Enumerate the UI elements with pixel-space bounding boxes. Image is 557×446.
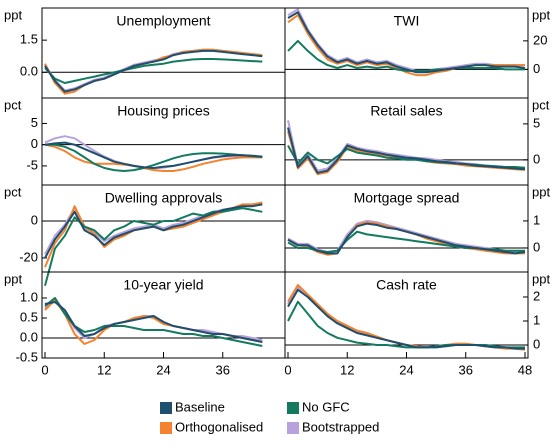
panel-title: Unemployment xyxy=(116,13,210,29)
x-tick-label: 48 xyxy=(518,362,532,377)
legend-label: Baseline xyxy=(175,399,225,414)
series-line xyxy=(44,299,263,345)
y-unit: ppt xyxy=(532,271,550,286)
legend-label: No GFC xyxy=(302,399,350,414)
series-line xyxy=(287,39,525,72)
panel-title: 10-year yield xyxy=(123,277,203,293)
panel-title: Dwelling approvals xyxy=(105,190,223,206)
y-tick-label: 1.5 xyxy=(20,32,38,47)
x-tick-label: 36 xyxy=(459,362,473,377)
panel-title: Cash rate xyxy=(376,277,437,293)
series-line xyxy=(287,286,525,350)
series-line xyxy=(44,203,263,259)
y-tick-label: 0.0 xyxy=(20,329,38,344)
y-tick-label: 0 xyxy=(533,61,540,76)
legend-label: Bootstrapped xyxy=(302,419,379,434)
y-tick-label: 0.0 xyxy=(20,64,38,79)
y-tick-label: 0 xyxy=(31,136,38,151)
legend-swatch xyxy=(160,402,172,414)
x-tick-label: 0 xyxy=(284,362,291,377)
series-line xyxy=(287,222,526,255)
x-tick-label: 0 xyxy=(41,362,48,377)
series-line xyxy=(44,201,263,268)
series-line xyxy=(44,301,263,343)
panel-title: Housing prices xyxy=(117,103,210,119)
series-line xyxy=(44,143,263,172)
series-line xyxy=(287,284,526,351)
x-tick-label: 12 xyxy=(340,362,354,377)
x-tick-label: 36 xyxy=(216,362,230,377)
x-tick-label: 24 xyxy=(156,362,170,377)
panel-title: Mortgage spread xyxy=(354,190,460,206)
y-tick-label: 1.0 xyxy=(20,289,38,304)
panel-title: Retail sales xyxy=(370,103,442,119)
series-line xyxy=(287,130,526,176)
y-unit: ppt xyxy=(532,184,550,199)
series-line xyxy=(44,58,263,84)
x-tick-label: 12 xyxy=(97,362,111,377)
y-unit: pct xyxy=(4,97,22,112)
series-line xyxy=(44,297,263,347)
series-line xyxy=(287,11,526,74)
series-line xyxy=(287,219,526,253)
y-unit: pct xyxy=(4,184,22,199)
y-tick-label: 1 xyxy=(533,312,540,327)
x-tick-label: 24 xyxy=(399,362,413,377)
series-line xyxy=(44,48,263,92)
series-line xyxy=(287,127,526,174)
y-tick-label: -20 xyxy=(19,249,38,264)
y-tick-label: 5 xyxy=(31,115,38,130)
y-tick-label: 5 xyxy=(533,115,540,130)
legend-swatch xyxy=(287,402,299,414)
y-tick-label: -5 xyxy=(26,157,38,172)
y-tick-label: 0 xyxy=(31,212,38,227)
y-unit: ppt xyxy=(4,7,22,22)
series-line xyxy=(44,141,263,169)
series-line xyxy=(287,120,526,172)
y-unit: pct xyxy=(532,97,550,112)
series-line xyxy=(287,288,525,350)
y-tick-label: 0 xyxy=(533,151,540,166)
y-tick-label: -0.5 xyxy=(16,349,38,364)
panel-title: TWI xyxy=(394,13,420,29)
y-tick-label: 2 xyxy=(533,288,540,303)
y-unit: ppt xyxy=(532,7,550,22)
series-line xyxy=(44,49,263,93)
legend-label: Orthogonalised xyxy=(175,419,263,434)
y-tick-label: 20 xyxy=(533,32,547,47)
legend-swatch xyxy=(287,422,299,434)
y-tick-label: 1 xyxy=(533,212,540,227)
series-line xyxy=(287,300,525,349)
legend-swatch xyxy=(160,422,172,434)
y-tick-label: 0 xyxy=(533,239,540,254)
y-tick-label: 0.5 xyxy=(20,309,38,324)
y-tick-label: 0 xyxy=(533,336,540,351)
series-line xyxy=(45,143,263,172)
series-line xyxy=(44,207,263,286)
y-unit: ppt xyxy=(4,271,22,286)
